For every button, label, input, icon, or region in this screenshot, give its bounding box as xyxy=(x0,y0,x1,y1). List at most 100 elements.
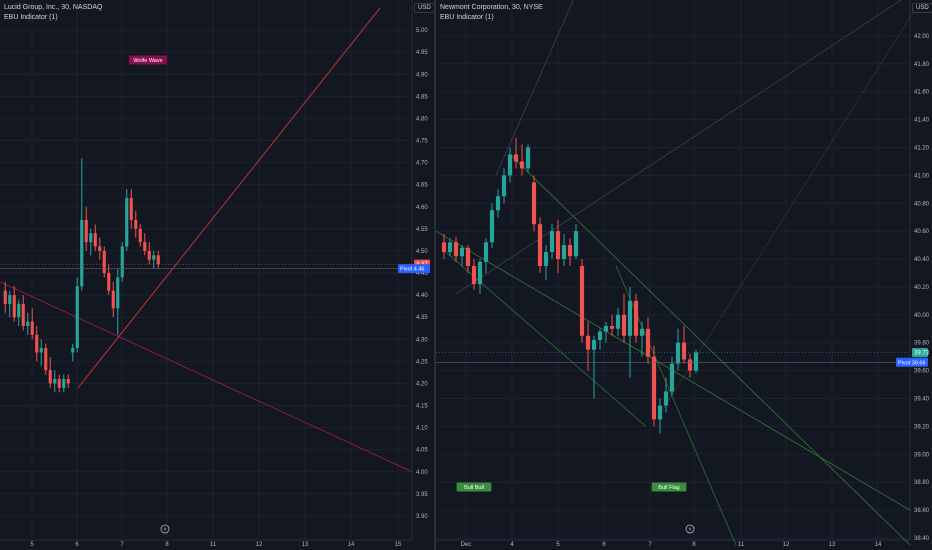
right-y-tick-label: 40.80 xyxy=(914,201,930,207)
right-candle-body xyxy=(495,196,501,211)
right-y-tick-label: 41.40 xyxy=(914,118,930,124)
right-x-tick-label: 6 xyxy=(602,542,606,548)
left-candle-body xyxy=(125,197,129,247)
right-annotation-tag xyxy=(456,482,492,492)
left-pivot-label: Pivot 4.46 xyxy=(400,267,424,273)
newmont-indicator-label[interactable]: EBU Indicator (1) xyxy=(440,14,494,21)
left-y-tick-label: 4.85 xyxy=(416,94,428,100)
left-y-tick-label: 4.65 xyxy=(416,183,428,189)
lucid-currency-button[interactable]: USD xyxy=(414,3,435,13)
right-candle-body xyxy=(597,331,603,340)
left-candle-body xyxy=(71,348,75,353)
right-candle-body xyxy=(585,335,591,350)
left-y-tick-label: 4.40 xyxy=(416,293,428,299)
lucid-symbol-title[interactable]: Lucid Group, Inc., 30, NASDAQ xyxy=(4,4,103,11)
right-x-tick-label: 11 xyxy=(738,542,745,548)
left-x-tick-label: 7 xyxy=(120,542,124,548)
left-candle-body xyxy=(156,255,160,265)
right-candle-body xyxy=(543,252,549,267)
right-candle-body xyxy=(525,147,531,169)
left-candle-body xyxy=(98,246,102,251)
right-candle-body xyxy=(603,326,609,332)
right-candle-body xyxy=(507,154,513,176)
left-x-tick-label: 6 xyxy=(75,542,79,548)
right-x-tick-label: 5 xyxy=(556,542,560,548)
right-trendline xyxy=(509,154,911,546)
right-trendline xyxy=(455,0,902,295)
left-y-tick-label: 4.25 xyxy=(416,359,428,365)
lucid-indicator-label[interactable]: EBU Indicator (1) xyxy=(4,14,58,21)
left-candle-body xyxy=(8,295,12,304)
right-candle-body xyxy=(513,154,519,162)
left-candle-body xyxy=(102,250,106,273)
left-candle-body xyxy=(147,250,151,260)
left-y-tick-label: 4.20 xyxy=(416,381,428,387)
right-y-tick-label: 41.20 xyxy=(914,145,930,151)
right-candle-body xyxy=(633,300,639,336)
right-candle-body xyxy=(573,231,579,257)
left-candle-body xyxy=(57,379,61,388)
right-candle-body xyxy=(459,247,465,257)
right-x-tick-label: Dec xyxy=(461,542,472,548)
chart-pane-lucid[interactable]: 3.90 3.95 4.00 4.05 4.10 4.15 4.20 4.25 4.30 4.35… xyxy=(0,0,435,550)
right-y-tick-label: 41.00 xyxy=(914,173,930,179)
pane-divider[interactable] xyxy=(434,0,436,550)
right-candle-body xyxy=(675,342,681,364)
right-x-tick-label: 7 xyxy=(648,542,652,548)
right-bolt-icon xyxy=(688,526,692,532)
left-x-tick-label: 8 xyxy=(165,542,169,548)
right-candle-body xyxy=(687,359,693,371)
right-y-tick-label: 38.60 xyxy=(914,508,930,514)
right-y-tick-label: 39.80 xyxy=(914,341,930,347)
newmont-chart-canvas[interactable]: 38.40 38.60 38.80 39.00 39.20 39.40 39.60 39.80… xyxy=(436,0,932,550)
left-candle-body xyxy=(35,334,39,353)
right-last-price-tag xyxy=(912,348,928,357)
left-candle-body xyxy=(48,370,52,384)
newmont-legend: Newmont Corporation, 30, NYSE EBU Indica… xyxy=(440,3,543,23)
left-trendline xyxy=(0,281,413,473)
right-candle-body xyxy=(663,391,669,406)
left-candle-body xyxy=(26,321,30,326)
right-candle-body xyxy=(627,300,633,336)
right-y-tick-label: 40.60 xyxy=(914,229,930,235)
right-candle-body xyxy=(453,242,459,257)
left-y-tick-label: 4.70 xyxy=(416,161,428,167)
chart-pane-newmont[interactable]: 38.40 38.60 38.80 39.00 39.20 39.40 39.60 39.80… xyxy=(436,0,932,550)
right-trendline xyxy=(660,7,917,413)
right-candle-body xyxy=(519,161,525,169)
left-x-tick-label: 13 xyxy=(302,542,309,548)
left-candle-body xyxy=(12,295,16,318)
left-pivot-tag xyxy=(398,264,430,274)
right-candle-body xyxy=(615,314,621,329)
newmont-symbol-title[interactable]: Newmont Corporation, 30, NYSE xyxy=(440,4,543,11)
right-candle-body xyxy=(651,356,657,420)
right-candle-body xyxy=(669,363,675,392)
newmont-currency-button[interactable]: USD xyxy=(912,3,932,13)
right-annotation-tag xyxy=(651,482,687,492)
left-candle-body xyxy=(21,303,25,326)
right-y-tick-label: 39.20 xyxy=(914,424,930,430)
right-x-tick-label: 4 xyxy=(510,542,514,548)
right-y-tick-label: 41.60 xyxy=(914,90,930,96)
right-candle-body xyxy=(681,342,687,360)
left-x-tick-label: 5 xyxy=(30,542,34,548)
left-candle-body xyxy=(17,303,21,318)
right-candle-body xyxy=(489,210,495,243)
right-y-tick-label: 38.40 xyxy=(914,536,930,542)
right-x-tick-label: 13 xyxy=(829,542,836,548)
right-candle-body xyxy=(591,339,597,350)
left-y-tick-label: 4.60 xyxy=(416,205,428,211)
right-candle-body xyxy=(621,314,627,336)
lucid-chart-canvas[interactable]: 3.90 3.95 4.00 4.05 4.10 4.15 4.20 4.25 4.30 4.35… xyxy=(0,0,434,550)
left-y-tick-label: 4.95 xyxy=(416,50,428,56)
right-pivot-label: Pivot 39.66 xyxy=(898,360,926,366)
right-x-tick-label: 8 xyxy=(692,542,696,548)
right-candle-body xyxy=(639,328,645,336)
right-y-tick-label: 41.80 xyxy=(914,62,930,68)
left-candle-body xyxy=(120,246,124,278)
right-candle-body xyxy=(657,405,663,420)
right-x-tick-label: 12 xyxy=(783,542,790,548)
left-candle-body xyxy=(152,255,156,260)
left-y-tick-label: 4.35 xyxy=(416,315,428,321)
